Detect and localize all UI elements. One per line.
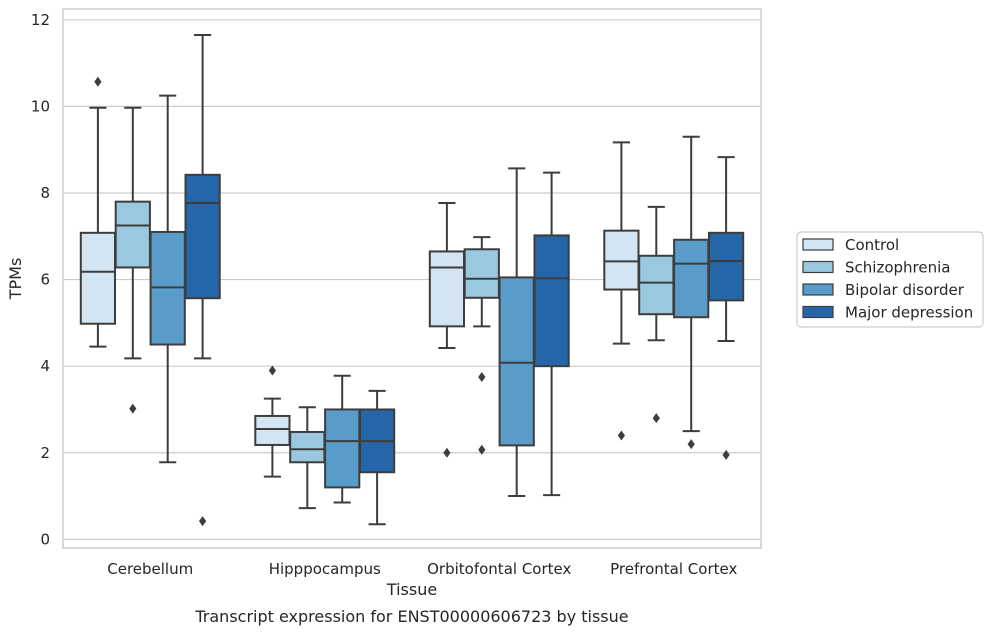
box-bipolar-disorder <box>324 374 361 504</box>
y-tick-labels: 0 2 4 6 8 10 12 <box>31 11 50 549</box>
y-tick-label: 0 <box>40 530 50 548</box>
box-major-depression <box>533 171 570 497</box>
y-tick-label: 12 <box>31 11 50 29</box>
outlier-point <box>443 447 451 458</box>
box-major-depression <box>358 389 396 526</box>
legend-swatch <box>802 305 834 319</box>
legend-swatch <box>802 283 834 296</box>
x-tick-label: Hipppocampus <box>269 560 381 578</box>
outlier-point <box>617 430 625 441</box>
legend-label: Schizophrenia <box>845 259 950 277</box>
y-tick-label: 8 <box>40 184 50 202</box>
y-tick-label: 10 <box>31 97 50 115</box>
legend-swatch <box>802 238 834 251</box>
iqr-box <box>114 200 151 269</box>
box-control <box>79 76 117 348</box>
iqr-box <box>673 238 710 319</box>
iqr-box <box>184 173 221 300</box>
box-control <box>428 201 466 458</box>
box-bipolar-disorder <box>673 135 710 450</box>
outlier-point <box>687 439 695 450</box>
x-axis-label: Tissue <box>386 580 437 599</box>
box-major-depression <box>707 156 745 460</box>
iqr-box <box>463 248 500 299</box>
x-tick-labels: Cerebellum Hipppocampus Orbitofontal Corte… <box>107 560 737 578</box>
legend-label: Major depression <box>845 304 973 322</box>
plot-frame <box>62 8 762 549</box>
outlier-point <box>129 403 137 414</box>
outlier-point <box>268 365 276 376</box>
iqr-box <box>638 254 675 316</box>
box-control <box>254 365 291 478</box>
outlier-point <box>722 449 730 460</box>
iqr-box <box>603 229 640 291</box>
y-tick-label: 4 <box>40 357 50 375</box>
legend-label: Bipolar disorder <box>845 281 965 299</box>
outlier-point <box>478 371 486 382</box>
outlier-point <box>652 413 660 424</box>
x-tick-label: Prefrontal Cortex <box>610 560 737 578</box>
iqr-box <box>498 276 535 447</box>
legend-swatch <box>802 260 834 274</box>
legend: Control Schizophrenia Bipolar disorder Majo… <box>796 231 984 328</box>
legend-frame <box>796 231 984 328</box>
y-tick-label: 2 <box>40 444 50 462</box>
box-schizophrenia <box>289 406 326 510</box>
iqr-box <box>79 231 117 325</box>
iqr-box <box>428 250 466 328</box>
outlier-point <box>94 76 102 87</box>
iqr-box <box>533 234 570 368</box>
iqr-box <box>707 231 745 302</box>
chart-caption: Transcript expression for ENST0000060672… <box>194 607 628 626</box>
iqr-box <box>254 414 291 446</box>
outlier-point <box>478 444 486 455</box>
box-bipolar-disorder <box>149 94 186 464</box>
x-tick-label: Orbitofontal Cortex <box>427 560 571 578</box>
legend-label: Control <box>845 236 899 254</box>
box-schizophrenia <box>463 236 500 455</box>
box-bipolar-disorder <box>498 167 535 498</box>
iqr-box <box>324 408 361 489</box>
box-control <box>603 141 640 441</box>
iqr-box <box>289 430 326 464</box>
y-axis-label: TPMs <box>6 258 25 301</box>
x-tick-label: Cerebellum <box>107 560 193 578</box>
box-schizophrenia <box>638 205 675 424</box>
box-major-depression <box>184 33 221 527</box>
outlier-point <box>199 516 207 527</box>
plot-marks <box>79 33 745 527</box>
y-tick-label: 6 <box>40 271 50 289</box>
box-schizophrenia <box>114 106 151 414</box>
